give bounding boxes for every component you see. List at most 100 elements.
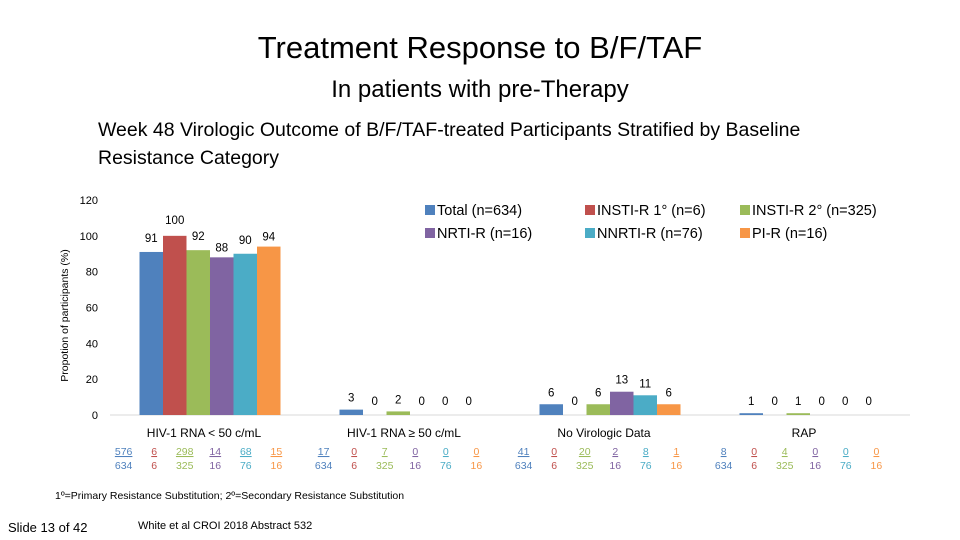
data-label: 0	[372, 396, 378, 408]
n-numerator: 1	[673, 446, 679, 458]
n-denominator: 6	[151, 460, 157, 472]
data-label: 6	[666, 387, 672, 399]
n-numerator: 576	[115, 446, 133, 458]
legend-label: NRTI-R (n=16)	[437, 226, 532, 242]
legend-swatch	[585, 205, 595, 215]
bar	[257, 246, 281, 415]
n-numerator: 0	[751, 446, 757, 458]
n-denominator: 76	[440, 460, 452, 472]
n-numerator: 8	[721, 446, 727, 458]
bar	[339, 409, 363, 415]
n-denominator: 76	[640, 460, 652, 472]
legend-label: INSTI-R 1° (n=6)	[597, 203, 706, 219]
n-numerator: 68	[240, 446, 252, 458]
slide-subtitle: In patients with pre-Therapy	[331, 76, 629, 103]
chart-title: Week 48 Virologic Outcome of B/F/TAF-tre…	[98, 119, 801, 169]
legend-swatch	[585, 228, 595, 238]
bar	[586, 404, 610, 415]
n-numerator: 298	[176, 446, 194, 458]
data-label: 11	[639, 378, 651, 390]
n-numerator: 4	[782, 446, 788, 458]
bar	[233, 253, 257, 415]
data-label: 1	[748, 396, 754, 408]
n-denominator: 16	[471, 460, 483, 472]
data-label: 6	[548, 387, 554, 399]
n-numerator: 0	[873, 446, 879, 458]
bar	[657, 404, 681, 415]
n-denominator: 16	[809, 460, 821, 472]
n-denominator: 76	[840, 460, 852, 472]
data-label: 88	[215, 242, 228, 254]
n-denominator: 16	[409, 460, 421, 472]
n-numerator: 0	[473, 446, 479, 458]
data-label: 0	[819, 396, 825, 408]
data-label: 94	[262, 232, 275, 244]
y-tick-label: 100	[80, 231, 98, 243]
n-denominator: 634	[115, 460, 133, 472]
n-numerator: 0	[843, 446, 849, 458]
n-denominator: 325	[176, 460, 194, 472]
n-denominator: 16	[671, 460, 683, 472]
slide-title: Treatment Response to B/F/TAF	[257, 30, 703, 65]
slide-number: Slide 13 of 42	[8, 520, 88, 535]
n-denominator: 634	[715, 460, 733, 472]
data-label: 0	[572, 396, 578, 408]
n-denominator: 6	[751, 460, 757, 472]
bar	[633, 395, 657, 415]
x-tick-label: No Virologic Data	[557, 426, 650, 440]
data-label: 90	[239, 235, 252, 247]
n-numerator: 41	[518, 446, 530, 458]
bar	[186, 250, 210, 415]
legend-label: NNRTI-R (n=76)	[597, 226, 703, 242]
data-label: 0	[866, 396, 872, 408]
data-label: 91	[145, 233, 158, 245]
bar	[610, 391, 634, 415]
n-denominator: 76	[240, 460, 252, 472]
n-numerator: 0	[551, 446, 557, 458]
y-tick-label: 80	[86, 267, 98, 279]
n-denominator: 634	[515, 460, 533, 472]
legend-label: Total (n=634)	[437, 203, 522, 219]
legend-swatch	[425, 205, 435, 215]
y-tick-label: 20	[86, 374, 98, 386]
n-denominator: 325	[576, 460, 594, 472]
legend-swatch	[740, 205, 750, 215]
data-label: 0	[842, 396, 848, 408]
x-tick-label: HIV-1 RNA < 50 c/mL	[147, 426, 262, 440]
legend-swatch	[425, 228, 435, 238]
n-denominator: 6	[551, 460, 557, 472]
y-tick-label: 120	[80, 195, 98, 207]
bar	[739, 413, 763, 415]
n-denominator: 325	[776, 460, 794, 472]
n-denominator: 325	[376, 460, 394, 472]
data-label: 0	[772, 396, 778, 408]
bar	[539, 404, 563, 415]
data-label: 1	[795, 396, 801, 408]
n-denominator: 6	[351, 460, 357, 472]
n-numerator: 6	[151, 446, 157, 458]
data-label: 2	[395, 394, 401, 406]
n-denominator: 16	[271, 460, 283, 472]
data-label: 0	[466, 396, 472, 408]
x-tick-label: RAP	[792, 426, 817, 440]
bar	[386, 411, 410, 415]
n-numerator: 17	[318, 446, 330, 458]
legend-label: PI-R (n=16)	[752, 226, 827, 242]
n-denominator: 16	[609, 460, 621, 472]
data-label: 100	[165, 215, 184, 227]
n-denominator: 16	[209, 460, 221, 472]
bar	[163, 235, 187, 415]
n-numerator: 20	[579, 446, 591, 458]
bar	[139, 251, 163, 415]
y-tick-label: 60	[86, 303, 98, 315]
data-label: 0	[442, 396, 448, 408]
bar	[786, 413, 810, 415]
n-numerator: 7	[382, 446, 388, 458]
y-tick-label: 40	[86, 338, 98, 350]
data-label: 92	[192, 231, 205, 243]
y-axis-label: Propotion of participants (%)	[59, 249, 71, 381]
n-denominator: 16	[871, 460, 883, 472]
n-numerator: 2	[612, 446, 618, 458]
n-numerator: 8	[643, 446, 649, 458]
